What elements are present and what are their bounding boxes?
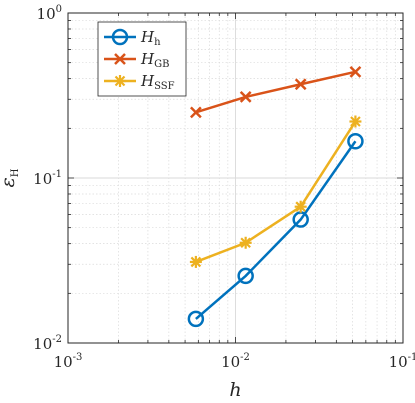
data-point [294, 200, 307, 213]
legend-label: Hh [140, 28, 161, 48]
data-point [349, 115, 362, 128]
x-axis-label: h [229, 379, 241, 401]
star-marker-stroke [114, 75, 126, 87]
legend-marker [114, 75, 126, 87]
data-point [239, 236, 252, 249]
x-tick-label: 10-2 [221, 352, 250, 371]
data-point [187, 310, 205, 328]
star-marker-stroke [350, 116, 361, 127]
star-marker-stroke [240, 237, 251, 249]
y-tick-label: 10-2 [33, 334, 62, 353]
legend-marker [111, 28, 129, 46]
data-point [239, 91, 252, 103]
star-marker-stroke [190, 256, 202, 268]
series-layer [187, 65, 364, 328]
grid [68, 13, 403, 343]
x-tick-label: 10-1 [389, 352, 415, 371]
series-GB [189, 65, 362, 119]
data-point [237, 267, 254, 285]
series-line [195, 120, 357, 264]
data-point [189, 255, 202, 268]
y-axis-label: εH [0, 168, 21, 187]
series-line [195, 140, 357, 320]
data-point [349, 65, 362, 78]
legend-item: HGB [104, 50, 169, 70]
x-marker-stroke [239, 91, 252, 103]
x-marker-stroke [189, 106, 202, 119]
data-point [189, 106, 202, 119]
legend-label: HSSF [140, 72, 175, 92]
x-marker-stroke [114, 53, 126, 65]
legend-item: HSSF [104, 72, 175, 92]
x-marker-stroke [294, 78, 307, 91]
data-point [294, 78, 307, 91]
legend-label: HGB [140, 50, 169, 70]
data-point [347, 133, 364, 150]
series-h [187, 133, 364, 328]
series-SSF [189, 115, 362, 268]
star-marker-stroke [295, 201, 306, 212]
y-tick-label: 10-1 [33, 169, 62, 188]
y-tick-label: 100 [37, 4, 62, 23]
series-line [195, 70, 356, 114]
x-tick-label: 10-3 [54, 352, 83, 371]
x-marker-stroke [349, 65, 362, 78]
legend-item: Hh [104, 28, 161, 48]
legend-marker [114, 53, 126, 65]
